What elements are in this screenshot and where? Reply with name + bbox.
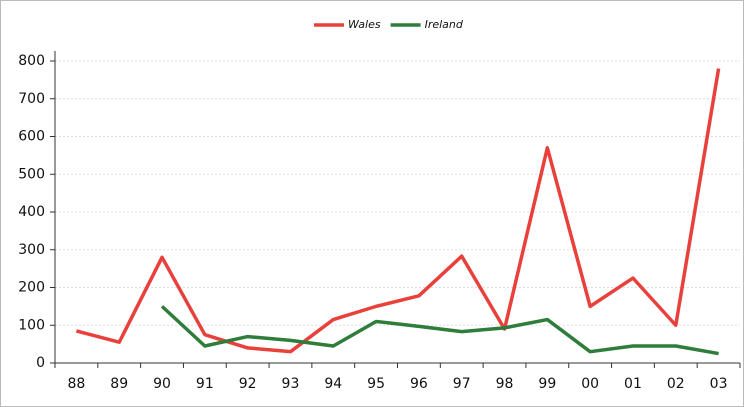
- x-tick-label: 89: [110, 376, 128, 392]
- series-line: [160, 305, 719, 356]
- x-tick-label: 90: [153, 376, 171, 392]
- x-tick-label: 99: [538, 376, 556, 392]
- y-tick-label: 500: [18, 166, 45, 182]
- y-tick-label: 300: [18, 242, 45, 258]
- x-tick-label: 94: [324, 376, 342, 392]
- x-tick-label: 00: [581, 376, 599, 392]
- x-tick-label: 93: [282, 376, 300, 392]
- y-tick-label: 800: [18, 53, 45, 69]
- x-tick-label: 88: [67, 376, 85, 392]
- x-tick-label: 92: [239, 376, 257, 392]
- y-tick-label: 0: [36, 355, 45, 371]
- x-tick-label: 97: [453, 376, 471, 392]
- legend-label: Wales: [348, 18, 381, 31]
- y-tick-label: 700: [18, 91, 45, 107]
- series-line: [75, 68, 721, 354]
- x-tick-label: 96: [410, 376, 428, 392]
- x-tick-label: 95: [367, 376, 385, 392]
- y-tick-label: 100: [18, 317, 45, 333]
- x-tick-label: 91: [196, 376, 214, 392]
- legend-label: Ireland: [425, 18, 464, 31]
- y-tick-label: 400: [18, 204, 45, 220]
- x-tick-label: 01: [624, 376, 642, 392]
- x-tick-label: 98: [496, 376, 514, 392]
- y-tick-label: 200: [18, 280, 45, 296]
- x-tick-label: 03: [710, 376, 728, 392]
- y-tick-label: 600: [18, 129, 45, 145]
- x-tick-label: 02: [667, 376, 685, 392]
